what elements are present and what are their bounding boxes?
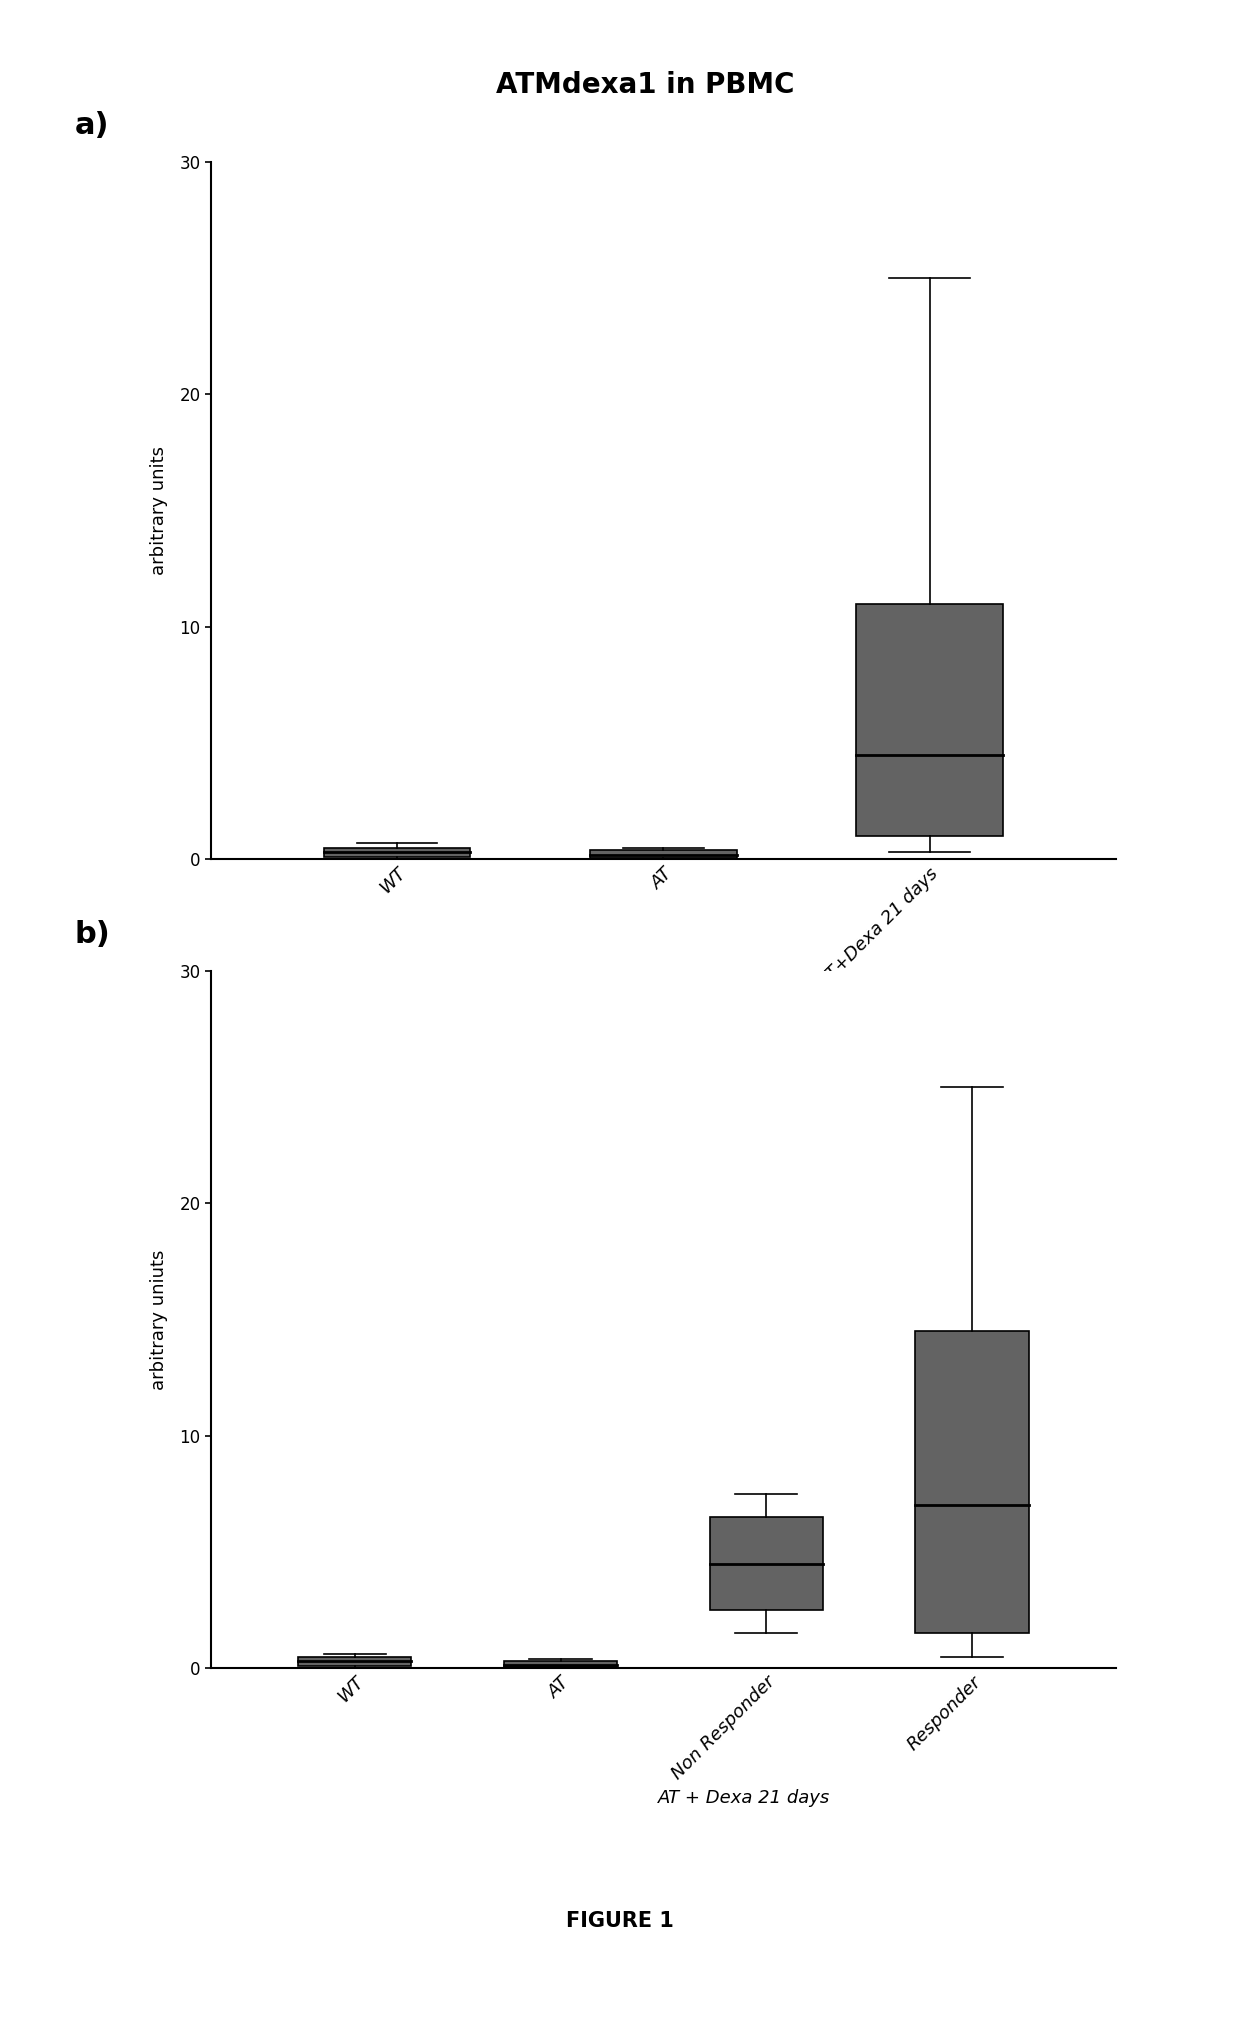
Bar [324,847,470,857]
Bar [915,1330,1028,1634]
Y-axis label: arbitrary units: arbitrary units [150,447,169,574]
Bar [590,849,737,857]
Text: ATMdexa1 in PBMC: ATMdexa1 in PBMC [496,71,794,99]
Bar [503,1662,618,1666]
Bar [709,1516,823,1610]
Text: a): a) [74,111,109,140]
Text: AT + Dexa 21 days: AT + Dexa 21 days [658,1789,830,1808]
Text: FIGURE 1: FIGURE 1 [567,1911,673,1931]
Y-axis label: arbitrary uniuts: arbitrary uniuts [150,1250,169,1389]
Bar [857,605,1003,837]
Text: b): b) [74,920,110,948]
Bar [299,1656,412,1666]
